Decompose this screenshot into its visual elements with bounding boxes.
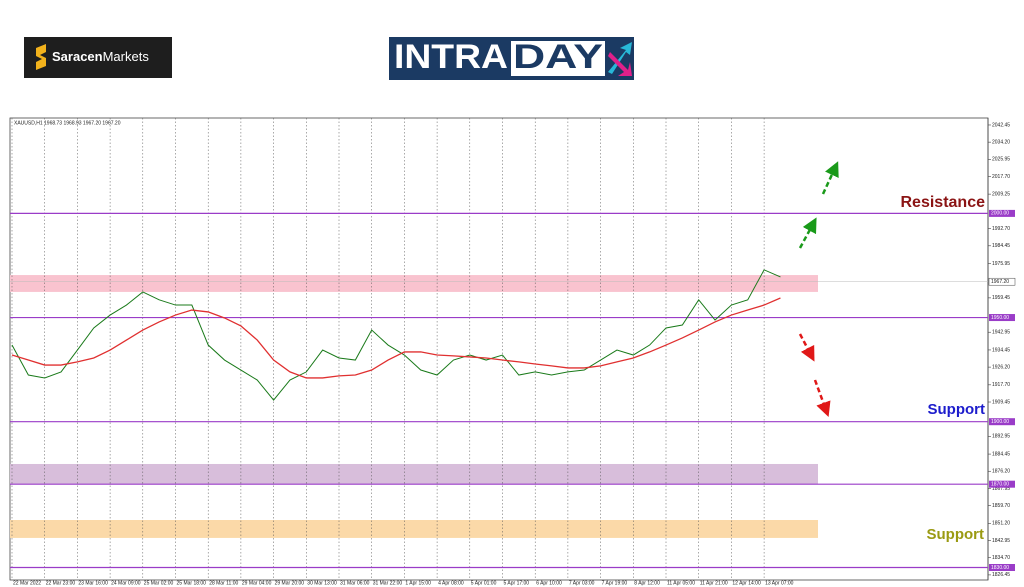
level-label: 1830.00 <box>991 565 1009 571</box>
level-label-box <box>989 564 1015 572</box>
series-line <box>11 297 781 379</box>
x-tick-label: 5 Apr 01:00 <box>471 580 497 586</box>
y-tick-label: 1942.95 <box>992 330 1010 336</box>
series-line <box>11 269 781 401</box>
zone <box>10 463 818 484</box>
level-label-box <box>989 209 1015 217</box>
x-tick-label: 22 Mar 2022 <box>13 580 41 586</box>
y-tick-label: 1834.70 <box>992 555 1010 561</box>
level-label: 1900.00 <box>991 419 1009 425</box>
y-tick-label: 2042.45 <box>992 122 1010 128</box>
y-tick-label: 1842.95 <box>992 538 1010 544</box>
x-tick-label: 12 Apr 14:00 <box>732 580 761 586</box>
y-tick-label: 1926.20 <box>992 364 1010 370</box>
x-tick-label: 25 Mar 02:00 <box>144 580 174 586</box>
brand-text: SaracenMarkets <box>52 49 149 64</box>
brand-logo: SaracenMarkets <box>24 37 172 78</box>
y-tick-label: 1892.95 <box>992 434 1010 440</box>
plot-frame <box>9 117 989 581</box>
banner-right-box <box>511 41 605 76</box>
arrows <box>798 161 839 418</box>
x-tick-label: 13 Apr 07:00 <box>765 580 794 586</box>
y-tick-label: 1934.45 <box>992 347 1010 353</box>
x-tick-label: 25 Mar 18:00 <box>177 580 207 586</box>
current-price-label: 1967.20 <box>991 279 1009 285</box>
y-tick-label: 2009.25 <box>992 191 1010 197</box>
current-price-box <box>988 277 1016 286</box>
x-tick-label: 8 Apr 12:00 <box>634 580 660 586</box>
annotation: Support <box>928 401 986 418</box>
y-tick-label: 1884.45 <box>992 451 1010 457</box>
annotation: Resistance <box>901 194 986 211</box>
x-tick-label: 6 Apr 10:00 <box>536 580 562 586</box>
x-tick-label: 29 Mar 20:00 <box>275 580 305 586</box>
x-tick-label: 11 Apr 21:00 <box>700 580 728 586</box>
plot-layer: 22 Mar 2022 22 Mar 23:00 23 Mar 16:00 24 Ma… <box>10 118 1016 586</box>
x-tick-label: 7 Apr 19:00 <box>602 580 628 586</box>
arrow-down <box>813 379 831 418</box>
brand-icon <box>36 44 46 70</box>
arrow-up <box>821 161 839 195</box>
zone <box>10 275 818 292</box>
y-tick-label: 1859.70 <box>992 503 1010 509</box>
arrow-up <box>798 217 817 249</box>
y-tick-label: 1909.45 <box>992 399 1010 405</box>
y-tick-label: 2025.95 <box>992 157 1010 163</box>
x-tick-label: 1 Apr 15:00 <box>405 580 431 586</box>
chart-legend: XAUUSD,H1 1968.73 1968.93 1967.20 1967.2… <box>14 120 121 126</box>
banner-arrow-down <box>608 52 632 76</box>
arrow-down <box>798 333 815 362</box>
x-tick-label: 29 Mar 04:00 <box>242 580 272 586</box>
y-tick-label: 1876.20 <box>992 469 1010 475</box>
y-tick-label: 1826.45 <box>992 572 1010 578</box>
zone <box>10 520 818 538</box>
y-tick-label: 1917.70 <box>992 382 1010 388</box>
banner-left: INTRA <box>394 38 508 76</box>
x-tick-label: 5 Apr 17:00 <box>504 580 530 586</box>
y-tick-label: 1984.45 <box>992 243 1010 249</box>
level-label-box <box>989 480 1015 488</box>
brand-rest: Markets <box>103 49 150 64</box>
brand-box <box>24 37 172 78</box>
x-tick-label: 4 Apr 08:00 <box>438 580 464 586</box>
level-label-box <box>989 418 1015 426</box>
level-label: 1870.00 <box>991 482 1009 488</box>
x-tick-label: 31 Mar 06:00 <box>340 580 370 586</box>
brand-bold: Saracen <box>52 49 103 64</box>
x-tick-label: 28 Mar 11:00 <box>209 580 238 586</box>
banner: INTRA DAY <box>389 37 634 80</box>
level-label: 2000.00 <box>991 211 1009 217</box>
x-tick-label: 7 Apr 03:00 <box>569 580 595 586</box>
x-tick-label: 24 Mar 09:00 <box>111 580 141 586</box>
y-tick-label: 1851.20 <box>992 521 1010 527</box>
x-tick-label: 22 Mar 23:00 <box>46 580 76 586</box>
y-tick-label: 2017.70 <box>992 174 1010 180</box>
x-tick-label: 11 Apr 05:00 <box>667 580 695 586</box>
y-tick-label: 1992.70 <box>992 226 1010 232</box>
x-tick-label: 31 Mar 22:00 <box>373 580 403 586</box>
level-label-box <box>989 314 1015 322</box>
level-label: 1950.00 <box>991 315 1009 321</box>
y-tick-label: 2034.20 <box>992 139 1010 145</box>
y-tick-label: 1867.95 <box>992 486 1010 492</box>
annotation: Support <box>927 526 985 543</box>
x-tick-label: 23 Mar 16:00 <box>78 580 108 586</box>
banner-arrow-up <box>608 42 632 74</box>
x-tick-label: 30 Mar 13:00 <box>307 580 337 586</box>
y-tick-label: 1975.95 <box>992 261 1010 267</box>
banner-right: DAY <box>513 38 603 76</box>
y-tick-label: 1959.45 <box>992 295 1010 301</box>
